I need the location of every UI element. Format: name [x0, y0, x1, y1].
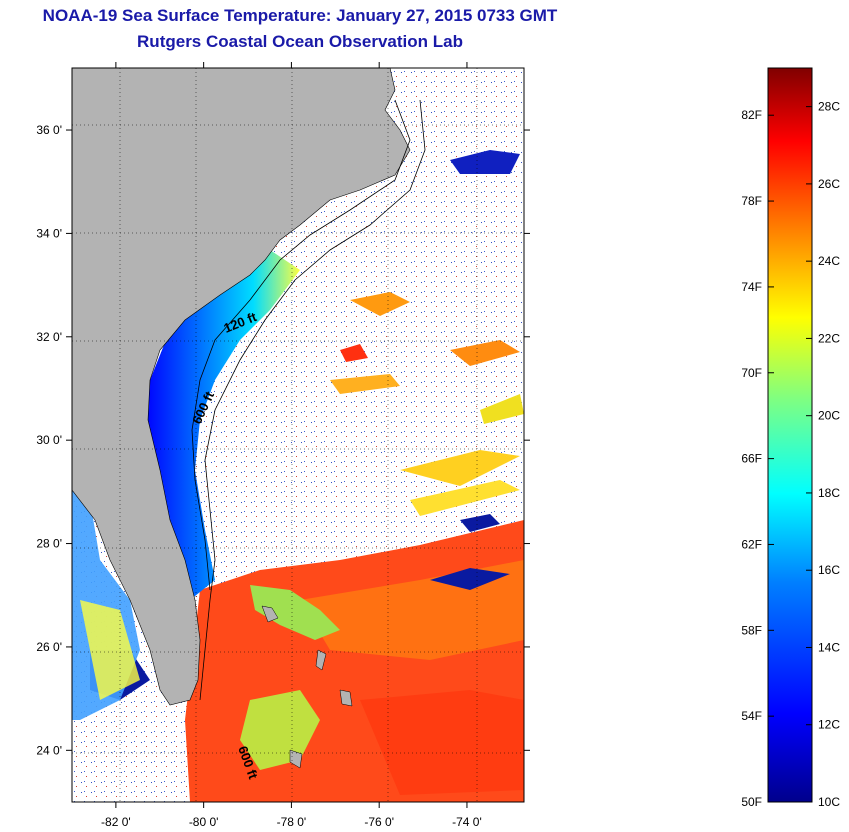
cb-c-label: 22C — [818, 331, 840, 345]
cb-f-label: 54F — [741, 709, 762, 723]
cb-c-label: 12C — [818, 718, 840, 732]
colorbar — [768, 68, 812, 802]
lon-label: -74 0' — [452, 815, 482, 829]
cb-c-label: 14C — [818, 640, 840, 654]
lon-label: -82 0' — [101, 815, 131, 829]
map-panel — [72, 68, 524, 802]
lat-label: 36 0' — [36, 123, 62, 137]
lat-label: 26 0' — [36, 640, 62, 654]
cb-f-label: 58F — [741, 623, 762, 637]
cb-f-label: 74F — [741, 280, 762, 294]
lat-label: 34 0' — [36, 226, 62, 240]
lat-label: 30 0' — [36, 433, 62, 447]
cb-f-label: 70F — [741, 366, 762, 380]
lat-label: 24 0' — [36, 743, 62, 757]
cb-c-label: 18C — [818, 486, 840, 500]
cb-c-label: 28C — [818, 100, 840, 114]
lat-label: 32 0' — [36, 330, 62, 344]
cb-c-label: 16C — [818, 563, 840, 577]
cb-c-label: 24C — [818, 254, 840, 268]
cb-f-label: 82F — [741, 108, 762, 122]
cb-f-label: 62F — [741, 537, 762, 551]
cb-f-label: 66F — [741, 452, 762, 466]
lon-label: -80 0' — [189, 815, 219, 829]
lat-label: 28 0' — [36, 537, 62, 551]
cb-c-label: 26C — [818, 177, 840, 191]
cb-f-label: 50F — [741, 795, 762, 809]
lon-label: -76 0' — [364, 815, 394, 829]
cb-c-label: 10C — [818, 795, 840, 809]
cb-f-label: 78F — [741, 194, 762, 208]
lon-label: -78 0' — [277, 815, 307, 829]
cb-c-label: 20C — [818, 409, 840, 423]
